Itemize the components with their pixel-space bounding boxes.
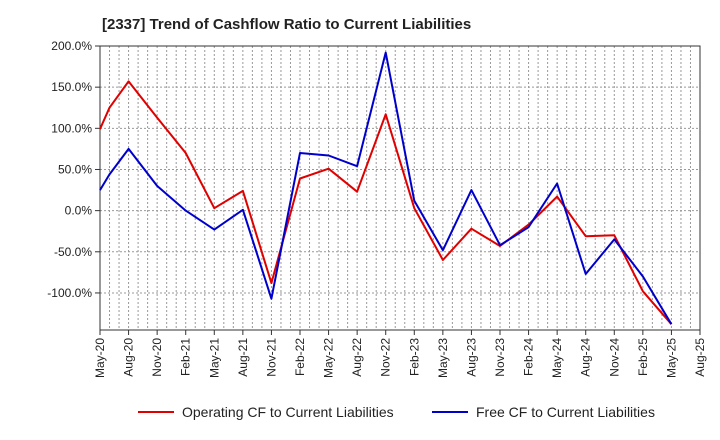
x-tick-label: May-23 [436,338,450,378]
x-tick-label: Aug-23 [464,338,478,377]
y-tick-label: 50.0% [58,162,92,176]
x-tick-label: Nov-24 [607,338,621,377]
y-tick-label: 200.0% [51,39,92,53]
legend-item-free-cf[interactable]: Free CF to Current Liabilities [432,404,655,420]
x-tick-label: Aug-24 [579,338,593,377]
x-tick-label: Feb-21 [179,338,193,376]
series-line-free-cf [99,51,673,325]
series-line-operating-cf [99,80,673,325]
plot-frame [99,45,701,331]
x-tick-label: Aug-20 [122,338,136,377]
x-tick-label: Aug-22 [350,338,364,377]
y-tick-label: -50.0% [54,245,92,259]
y-tick-label: 0.0% [65,204,93,218]
legend: Operating CF to Current Liabilities Free… [0,404,720,426]
x-tick-label: May-24 [550,338,564,378]
legend-item-operating-cf[interactable]: Operating CF to Current Liabilities [138,404,394,420]
y-tick-label: 150.0% [51,80,92,94]
x-tick-label: Feb-25 [636,338,650,376]
tick-label-layer: 200.0% 150.0% 100.0% 50.0% 0.0% -50.0% -100.0%… [47,39,707,378]
x-tick-label: Aug-21 [236,338,250,377]
y-tick-label: -100.0% [47,286,92,300]
grid-layer [99,45,701,330]
x-tick-label: Nov-23 [493,338,507,377]
chart-title: [2337] Trend of Cashflow Ratio to Curren… [102,16,472,33]
x-tick-label: May-21 [207,338,221,378]
legend-label-free-cf: Free CF to Current Liabilities [476,404,655,420]
legend-swatch-free-cf [432,411,468,413]
x-tick-label: Nov-21 [264,338,278,377]
legend-label-operating-cf: Operating CF to Current Liabilities [182,404,394,420]
x-tick-label: Feb-23 [407,338,421,376]
x-tick-label: Feb-22 [293,338,307,376]
x-tick-label: Nov-20 [150,338,164,377]
x-tick-label: Nov-22 [379,338,393,377]
y-tick-label: 100.0% [51,121,92,135]
x-tick-label: May-22 [322,338,336,378]
x-tick-label: May-20 [93,338,107,378]
x-tick-label: Feb-24 [522,338,536,376]
legend-swatch-operating-cf [138,411,174,413]
x-tick-label: May-25 [664,338,678,378]
x-tick-label: Aug-25 [693,338,707,377]
axis-layer [95,45,701,335]
series-layer [99,51,673,325]
